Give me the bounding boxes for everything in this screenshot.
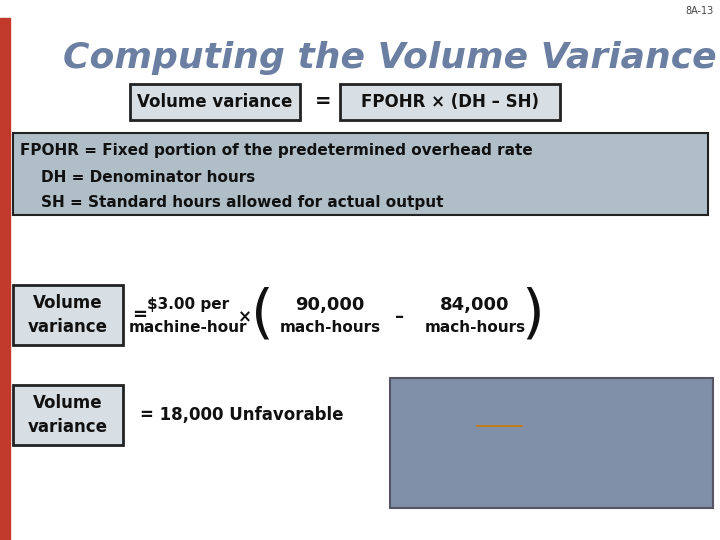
Text: of facilities. Therefore, the variance is: of facilities. Therefore, the variance i…: [433, 458, 670, 471]
Text: DH = Denominator hours: DH = Denominator hours: [20, 170, 256, 185]
FancyBboxPatch shape: [390, 378, 713, 508]
Text: less than: less than: [477, 413, 541, 426]
Text: (: (: [251, 287, 274, 343]
Text: 8A-13: 8A-13: [685, 6, 714, 16]
Text: ): ): [521, 287, 544, 343]
Text: Because the standard hours allowed: Because the standard hours allowed: [437, 389, 666, 402]
Text: FPOHR × (DH – SH): FPOHR × (DH – SH): [361, 93, 539, 111]
FancyBboxPatch shape: [13, 285, 123, 345]
Text: Volume
variance: Volume variance: [28, 294, 108, 336]
Text: Volume
variance: Volume variance: [28, 394, 108, 436]
Text: labeled as unfavorable.: labeled as unfavorable.: [478, 482, 625, 495]
Text: 84,000: 84,000: [440, 296, 510, 314]
Text: FPOHR = Fixed portion of the predetermined overhead rate: FPOHR = Fixed portion of the predetermin…: [20, 144, 533, 159]
FancyBboxPatch shape: [13, 385, 123, 445]
Bar: [0, 18, 10, 540]
Text: 90,000: 90,000: [295, 296, 365, 314]
Text: mach-hours: mach-hours: [424, 320, 526, 334]
Text: ×: ×: [238, 308, 252, 326]
Text: SH = Standard hours allowed for actual output: SH = Standard hours allowed for actual o…: [20, 195, 444, 211]
Text: machine-hour: machine-hour: [129, 320, 247, 334]
Text: =: =: [132, 306, 148, 324]
Text: = 18,000 Unfavorable: = 18,000 Unfavorable: [140, 406, 343, 424]
Text: =: =: [315, 92, 331, 111]
Text: mach-hours: mach-hours: [279, 320, 381, 334]
FancyBboxPatch shape: [13, 133, 708, 215]
Text: it presumably signals inefficient usage: it presumably signals inefficient usage: [431, 435, 672, 449]
FancyBboxPatch shape: [130, 84, 300, 120]
Text: $3.00 per: $3.00 per: [147, 298, 229, 313]
Text: Computing the Volume Variance: Computing the Volume Variance: [63, 41, 717, 75]
FancyBboxPatch shape: [340, 84, 560, 120]
Text: the denominator volume,: the denominator volume,: [521, 413, 685, 426]
Text: Volume variance: Volume variance: [138, 93, 293, 111]
Text: is: is: [462, 413, 475, 426]
Text: –: –: [395, 308, 405, 326]
